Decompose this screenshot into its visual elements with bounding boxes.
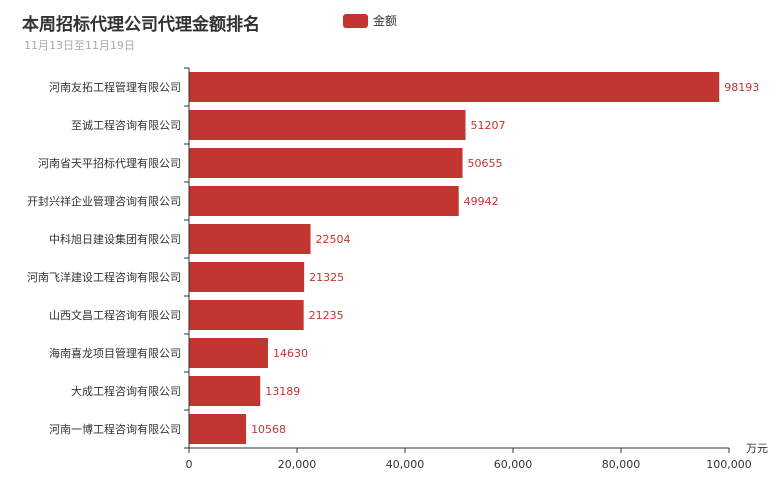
category-label: 大成工程咨询有限公司 (71, 384, 181, 398)
x-tick-label: 0 (186, 458, 193, 471)
x-tick-label: 80,000 (602, 458, 641, 471)
value-label: 49942 (464, 195, 499, 208)
bar (189, 224, 311, 254)
x-tick-label: 60,000 (494, 458, 533, 471)
bar (189, 148, 463, 178)
value-label: 22504 (316, 233, 351, 246)
value-label: 14630 (273, 347, 308, 360)
x-tick-label: 100,000 (706, 458, 752, 471)
category-label: 河南省天平招标代理有限公司 (38, 156, 181, 170)
legend-label: 金额 (373, 14, 398, 28)
category-label: 河南飞洋建设工程咨询有限公司 (27, 270, 181, 284)
x-tick-label: 40,000 (386, 458, 425, 471)
bar (189, 338, 269, 368)
value-label: 98193 (724, 81, 759, 94)
category-label: 山西文昌工程咨询有限公司 (49, 308, 181, 322)
x-axis-label: 万元 (746, 442, 768, 455)
category-label: 河南友拓工程管理有限公司 (49, 80, 181, 94)
bar (189, 72, 720, 102)
value-label: 10568 (251, 423, 286, 436)
bar (189, 110, 466, 140)
category-label: 河南一博工程咨询有限公司 (49, 422, 181, 436)
value-label: 21235 (309, 309, 344, 322)
bar (189, 376, 261, 406)
value-label: 51207 (471, 119, 506, 132)
chart-title: 本周招标代理公司代理金额排名 (22, 15, 260, 35)
value-label: 21325 (309, 271, 344, 284)
category-label: 至诚工程咨询有限公司 (71, 118, 181, 132)
chart-subtitle: 11月13日至11月19日 (24, 39, 135, 52)
x-tick-label: 20,000 (278, 458, 317, 471)
bar (189, 262, 305, 292)
bar (189, 414, 247, 444)
legend[interactable]: 金额 (343, 12, 397, 29)
category-label: 开封兴祥企业管理咨询有限公司 (27, 194, 181, 208)
value-label: 13189 (265, 385, 300, 398)
legend-swatch (343, 13, 368, 28)
value-label: 50655 (468, 157, 503, 170)
category-label: 中科旭日建设集团有限公司 (49, 232, 181, 246)
category-label: 海南喜龙项目管理有限公司 (49, 346, 181, 360)
bar (189, 186, 459, 216)
bar (189, 300, 304, 330)
